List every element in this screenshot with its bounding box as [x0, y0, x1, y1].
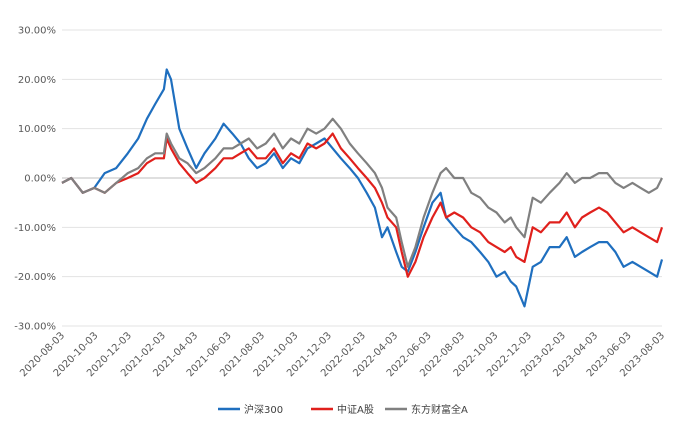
legend-label-csi-a: 中证A股: [337, 403, 374, 416]
legend-label-hs300: 沪深300: [244, 403, 283, 416]
x-axis-tick-labels: 2020-08-032020-10-032020-12-032021-02-03…: [18, 330, 667, 379]
legend-item-hs300: 沪深300: [218, 403, 283, 416]
y-tick-label: 20.00%: [18, 75, 56, 86]
series-line-2: [61, 117, 663, 268]
legend-item-eastmoney-a: 东方财富全A: [385, 403, 468, 416]
gridlines: [62, 29, 662, 327]
series-lines: [61, 68, 664, 308]
y-tick-label: -20.00%: [14, 272, 56, 283]
y-tick-label: 10.00%: [18, 124, 56, 135]
series-line-0: [61, 68, 664, 308]
series-line-1: [61, 132, 664, 278]
y-axis-tick-labels: 30.00% 20.00% 10.00% 0.00% -10.00% -20.00% -30…: [14, 26, 56, 333]
y-tick-label: 30.00%: [18, 26, 56, 37]
legend-label-eastmoney-a: 东方财富全A: [411, 403, 468, 416]
legend-item-csi-a: 中证A股: [311, 403, 374, 416]
y-tick-label: -10.00%: [14, 223, 56, 234]
y-tick-label: 0.00%: [24, 174, 56, 185]
legend: 沪深300 中证A股 东方财富全A: [218, 403, 468, 416]
y-tick-label: -30.00%: [14, 322, 56, 333]
